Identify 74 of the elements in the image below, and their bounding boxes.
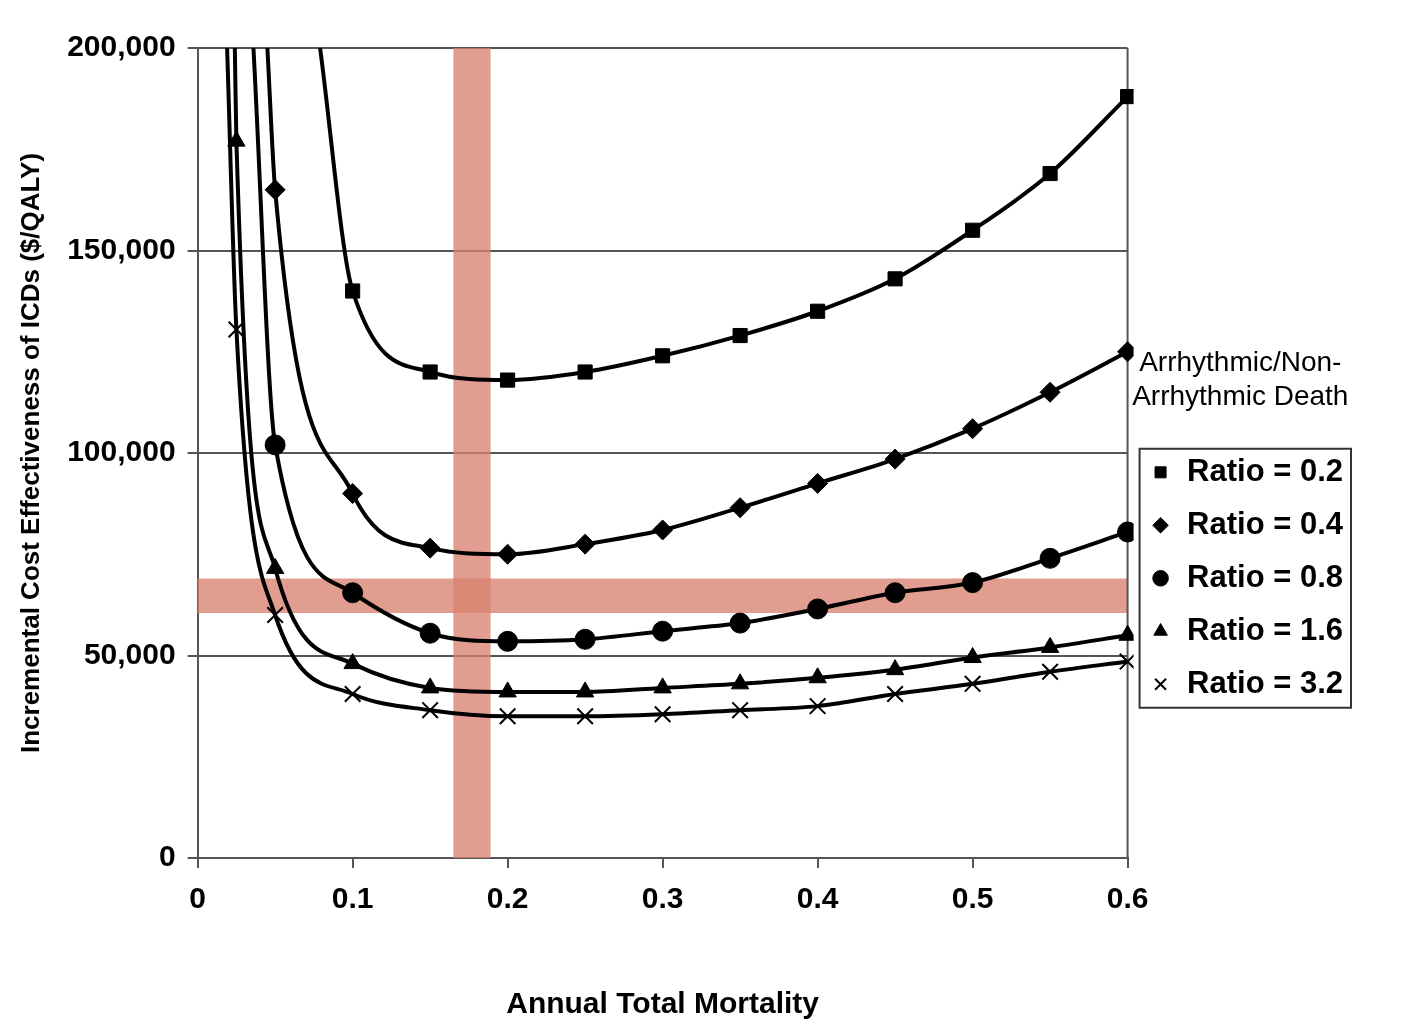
legend-title: Arrhythmic/Non-Arrhythmic Death xyxy=(1132,345,1349,411)
legend-label: Ratio = 1.6 xyxy=(1187,611,1344,647)
point xyxy=(420,677,440,694)
x-axis-title: Annual Total Mortality xyxy=(506,986,820,1020)
point xyxy=(732,327,748,344)
point xyxy=(652,519,674,541)
point xyxy=(884,582,906,604)
point xyxy=(497,543,519,565)
point xyxy=(345,283,361,299)
point xyxy=(652,620,674,642)
point xyxy=(729,497,751,519)
point xyxy=(653,705,672,723)
point xyxy=(342,582,364,604)
point xyxy=(729,612,751,634)
point xyxy=(419,622,441,644)
point xyxy=(886,685,904,703)
point xyxy=(264,434,286,456)
point xyxy=(421,701,439,719)
point xyxy=(810,303,826,319)
point xyxy=(264,179,286,201)
x-tick-label: 0.5 xyxy=(951,881,994,915)
point xyxy=(807,472,829,494)
point xyxy=(419,537,441,559)
point xyxy=(808,697,827,715)
point xyxy=(575,681,595,698)
point xyxy=(962,572,984,594)
point xyxy=(266,606,284,624)
point xyxy=(498,707,517,726)
point xyxy=(653,677,672,694)
point xyxy=(1041,662,1059,681)
point xyxy=(963,647,982,664)
point xyxy=(965,222,981,238)
legend-label: Ratio = 0.4 xyxy=(1187,505,1344,541)
point xyxy=(962,418,984,440)
y-tick-label: 0 xyxy=(158,839,176,873)
y-tick-label: 200,000 xyxy=(67,29,176,63)
legend-label: Ratio = 0.8 xyxy=(1187,558,1344,594)
point xyxy=(884,448,906,470)
y-tick-label: 100,000 xyxy=(67,434,176,468)
point xyxy=(1042,165,1058,182)
point xyxy=(343,685,362,703)
point xyxy=(497,630,519,652)
point xyxy=(730,673,750,690)
legend-label: Ratio = 3.2 xyxy=(1187,664,1344,700)
x-tick-label: 0.3 xyxy=(641,881,684,915)
point xyxy=(500,372,516,388)
x-tick-label: 0.6 xyxy=(1106,881,1149,915)
x-tick-label: 0.4 xyxy=(796,881,839,915)
x-tick-label: 0.1 xyxy=(331,881,374,915)
point xyxy=(808,667,827,684)
point xyxy=(422,364,438,380)
point xyxy=(576,707,594,726)
point xyxy=(574,533,596,555)
point xyxy=(963,675,982,693)
y-axis-title: Incremental Cost Effectiveness of ICDs ($/QALY) xyxy=(14,152,45,754)
point xyxy=(807,598,829,620)
point xyxy=(574,628,596,650)
point xyxy=(655,348,671,364)
point xyxy=(885,659,905,676)
point xyxy=(1118,652,1134,671)
point xyxy=(1039,547,1061,569)
point xyxy=(577,364,593,380)
x-tick-label: 0.2 xyxy=(486,881,529,915)
point xyxy=(1120,89,1134,105)
legend-label: Ratio = 0.2 xyxy=(1187,452,1344,488)
point xyxy=(887,271,903,287)
x-tick-label: 0 xyxy=(189,881,206,915)
y-tick-label: 50,000 xyxy=(83,636,176,670)
y-tick-label: 150,000 xyxy=(67,231,176,265)
point xyxy=(343,653,362,670)
point xyxy=(1039,381,1061,403)
point xyxy=(342,483,364,504)
point xyxy=(731,701,749,719)
point xyxy=(498,681,517,698)
